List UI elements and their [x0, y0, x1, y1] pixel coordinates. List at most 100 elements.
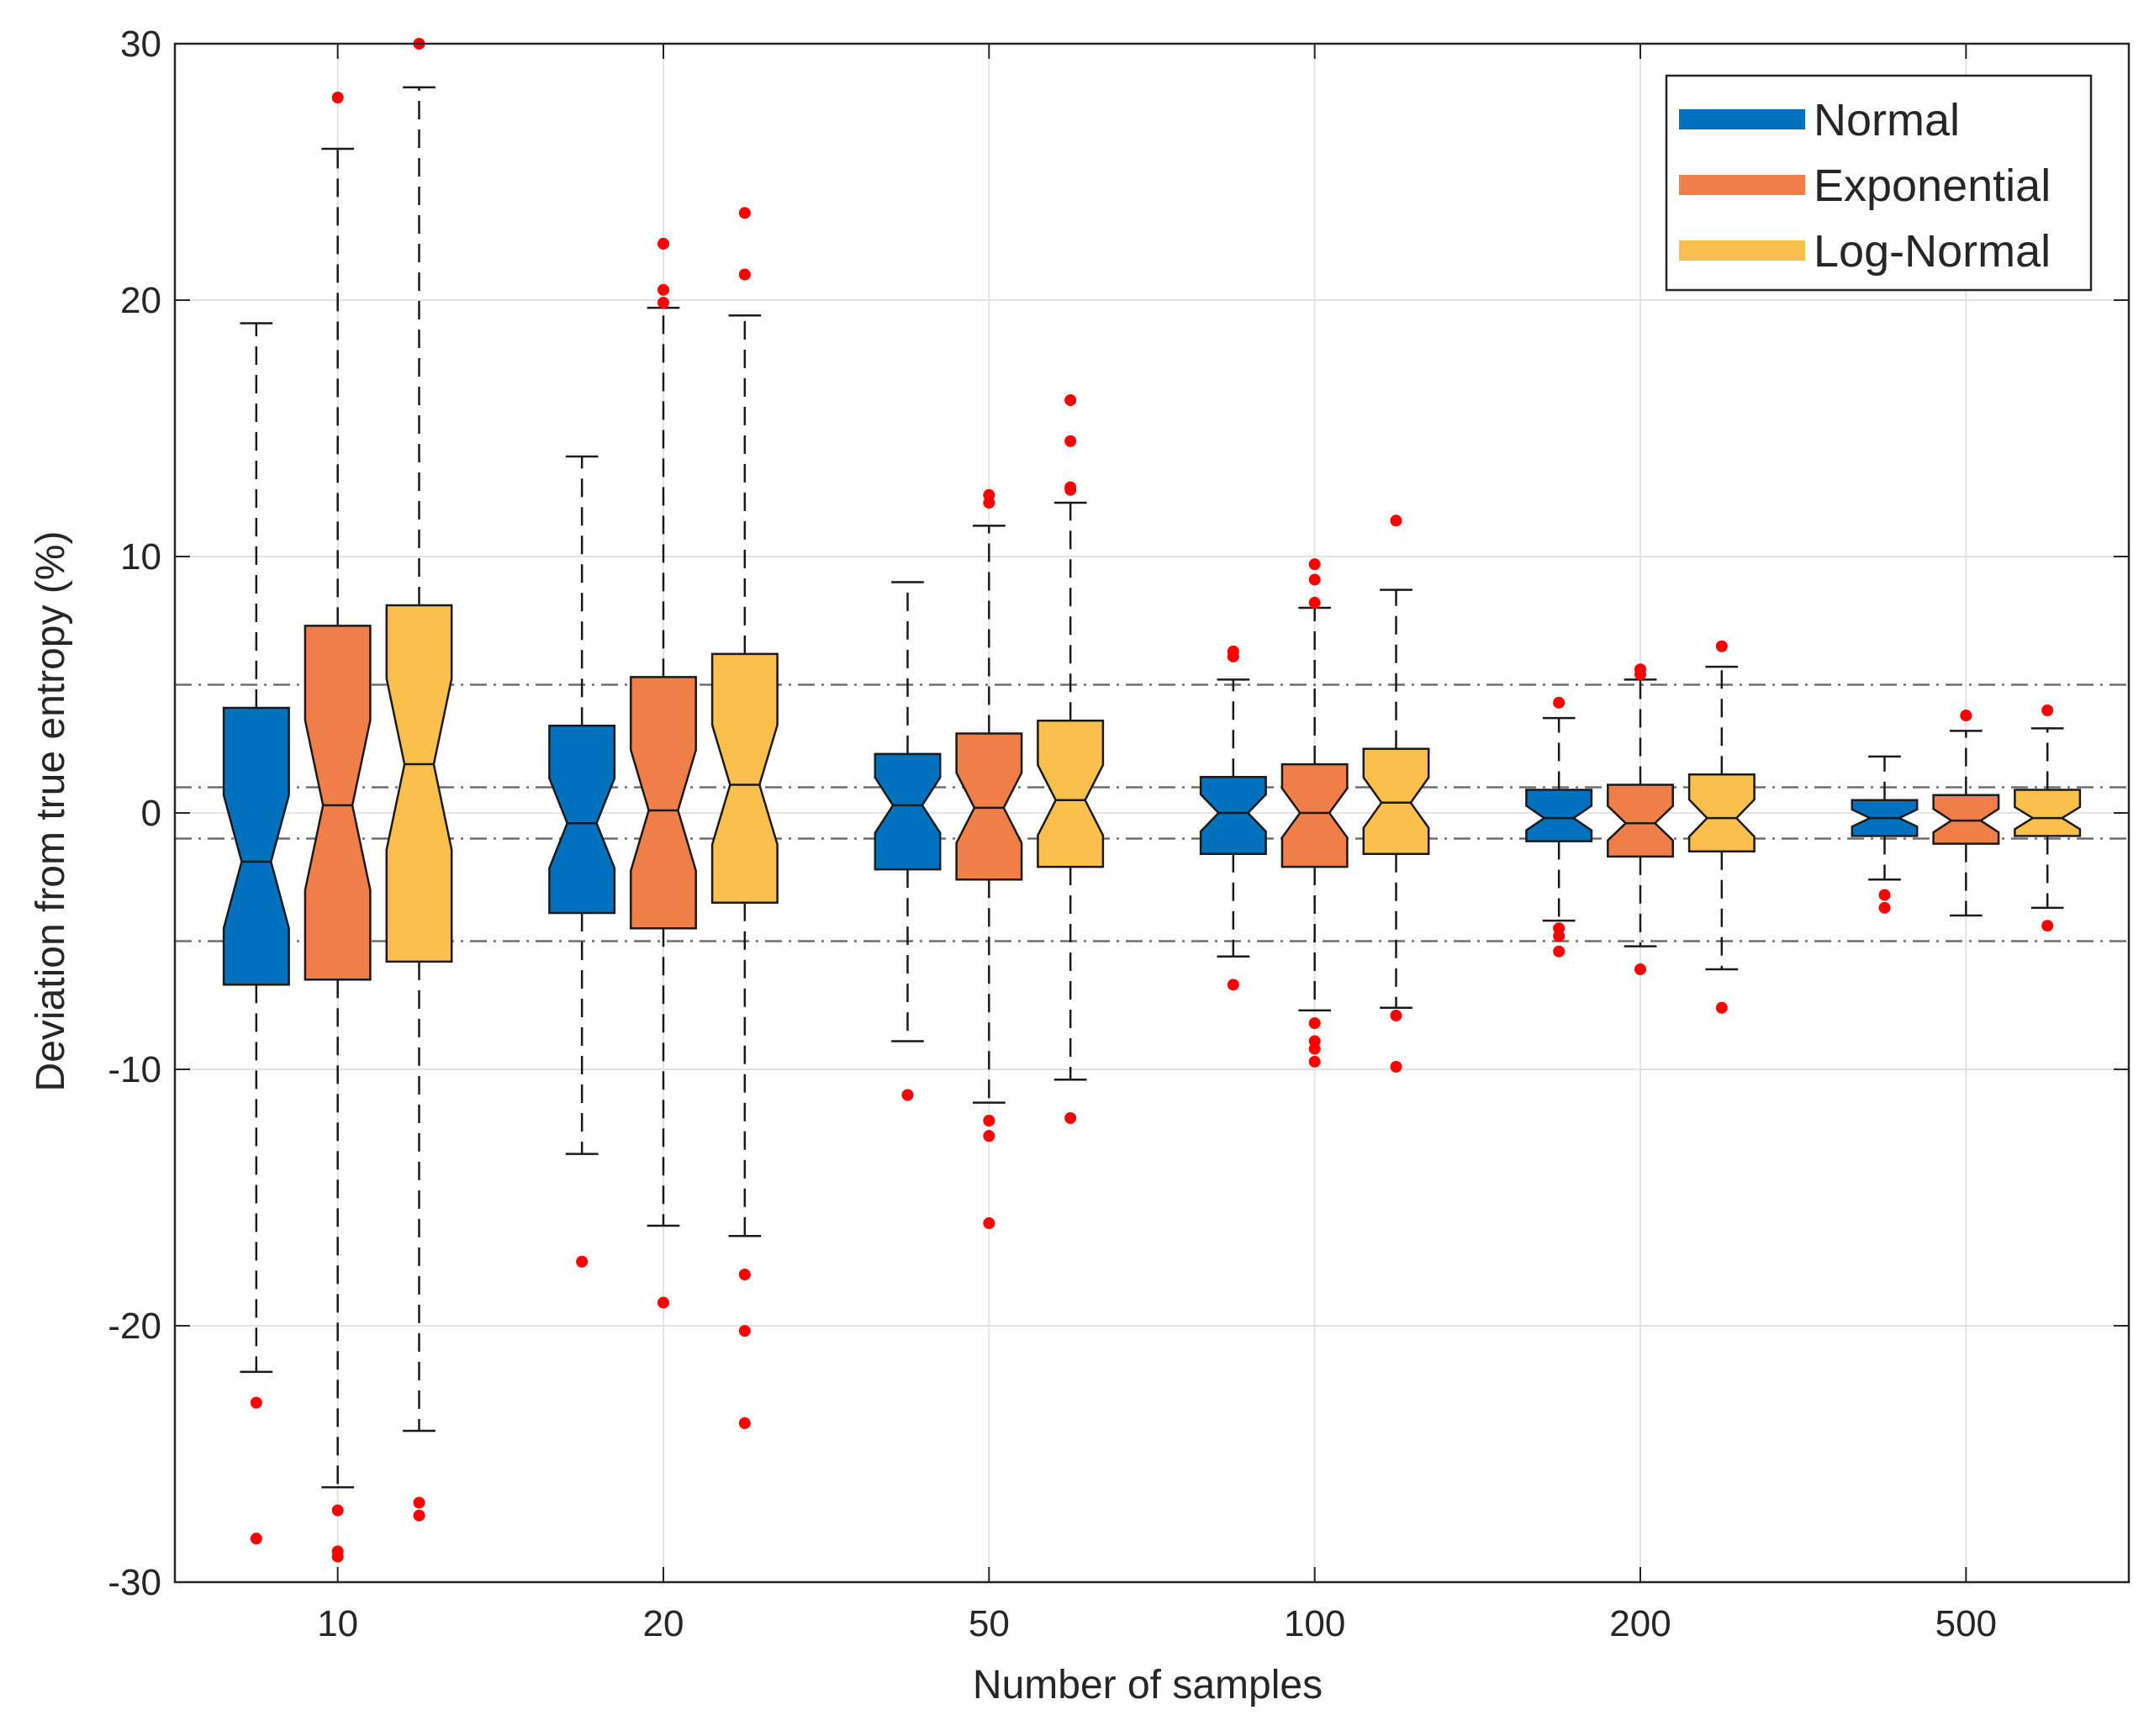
box-body	[710, 652, 779, 905]
box-exponential-50	[955, 488, 1023, 1229]
outlier-point	[1308, 1055, 1321, 1068]
box-body	[385, 604, 453, 963]
outlier-point	[983, 1130, 995, 1142]
legend-label-normal: Normal	[1814, 95, 1960, 145]
box-body	[1932, 794, 2000, 845]
box-body	[304, 625, 372, 981]
box-log-normal-20	[710, 207, 779, 1429]
outlier-point	[738, 1325, 751, 1338]
outlier-point	[1553, 696, 1566, 709]
reference-lines	[175, 683, 2129, 942]
outlier-point	[1960, 710, 1972, 722]
outlier-point	[738, 207, 751, 219]
outlier-point	[657, 1296, 669, 1309]
box-body	[2014, 789, 2082, 837]
outlier-point	[1390, 1060, 1402, 1073]
legend-swatch-log-normal	[1679, 240, 1805, 261]
outlier-point	[331, 92, 344, 104]
box-body	[548, 725, 616, 915]
box-body	[955, 732, 1023, 881]
outlier-point	[657, 283, 669, 296]
outlier-point	[1308, 573, 1321, 586]
box-body	[1607, 784, 1674, 858]
box-body	[1687, 773, 1756, 853]
outlier-point	[1064, 483, 1077, 496]
x-tick-label: 100	[1284, 1603, 1345, 1644]
outlier-point	[1227, 650, 1239, 662]
outlier-point	[1227, 979, 1239, 991]
outlier-point	[2041, 920, 2054, 932]
outlier-point	[1553, 930, 1566, 942]
y-tick-label: 10	[120, 536, 161, 578]
box-body	[1199, 776, 1267, 856]
outlier-point	[1715, 640, 1728, 652]
box-body	[1037, 719, 1105, 868]
box-body	[222, 706, 290, 986]
box-exponential-200	[1607, 663, 1674, 976]
outlier-point	[2041, 704, 2054, 716]
x-tick-label: 500	[1935, 1603, 1997, 1644]
outlier-point	[1308, 596, 1321, 609]
x-tick-label: 10	[317, 1603, 358, 1644]
outlier-point	[331, 1504, 344, 1517]
box-layer	[222, 38, 2082, 1563]
y-tick-label: -30	[108, 1562, 161, 1603]
outlier-point	[983, 1217, 995, 1229]
outlier-point	[331, 1550, 344, 1563]
outlier-point	[738, 1417, 751, 1429]
legend: Normal Exponential Log-Normal	[1665, 74, 2093, 292]
box-normal-500	[1851, 755, 1919, 914]
outlier-point	[1064, 393, 1077, 406]
outlier-point	[1308, 558, 1321, 571]
outlier-point	[413, 1496, 425, 1509]
y-tick-label: 30	[120, 24, 161, 65]
box-normal-20	[548, 455, 616, 1268]
x-tick-label: 200	[1609, 1603, 1671, 1644]
box-normal-50	[874, 581, 942, 1101]
plot-frame	[173, 42, 2131, 1584]
box-exponential-100	[1280, 558, 1349, 1068]
box-log-normal-50	[1037, 393, 1105, 1124]
legend-swatch-normal	[1679, 109, 1805, 129]
outlier-point	[738, 1269, 751, 1280]
outlier-point	[1390, 514, 1402, 527]
outlier-point	[1390, 1009, 1402, 1021]
box-exponential-10	[304, 92, 372, 1563]
y-tick-label: 0	[141, 793, 161, 834]
outlier-point	[901, 1089, 914, 1101]
outlier-point	[1553, 945, 1566, 958]
x-tick-label: 20	[643, 1603, 684, 1644]
box-log-normal-10	[385, 38, 453, 1522]
box-log-normal-100	[1362, 514, 1430, 1073]
legend-label-log-normal: Log-Normal	[1814, 226, 2051, 277]
outlier-point	[983, 496, 995, 509]
legend-swatch-exponential	[1679, 175, 1805, 195]
outlier-point	[657, 297, 669, 309]
box-body	[1525, 789, 1593, 842]
outlier-point	[250, 1533, 262, 1545]
y-tick-label: -10	[108, 1049, 161, 1090]
box-exponential-500	[1932, 710, 2000, 917]
outlier-point	[413, 1509, 425, 1522]
outlier-point	[738, 268, 751, 281]
outlier-point	[1878, 901, 1891, 914]
outlier-point	[1308, 1042, 1321, 1055]
axis-layer: -30 -20 -10 0 10 20 30 10 20 50 100 200 500	[108, 24, 2131, 1644]
outlier-point	[1634, 963, 1646, 976]
y-tick-label: -20	[108, 1306, 161, 1347]
y-tick-label: 20	[120, 280, 161, 321]
x-tick-label: 50	[969, 1603, 1010, 1644]
outlier-point	[1715, 1001, 1728, 1014]
box-normal-200	[1525, 696, 1593, 958]
x-axis-label: Number of samples	[973, 1663, 1323, 1707]
box-body	[1280, 762, 1349, 868]
box-log-normal-200	[1687, 640, 1756, 1014]
outlier-point	[1878, 889, 1891, 901]
box-log-normal-500	[2014, 704, 2082, 932]
outlier-point	[250, 1396, 262, 1409]
outlier-point	[576, 1255, 589, 1268]
y-axis-label: Deviation from true entropy (%)	[29, 531, 73, 1092]
outlier-point	[1064, 435, 1077, 447]
